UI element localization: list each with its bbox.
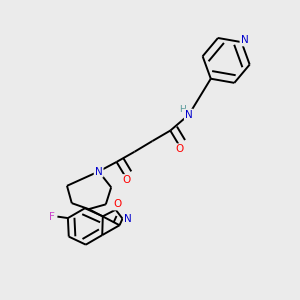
Text: N: N [124,214,132,224]
Text: H: H [179,105,186,114]
Text: O: O [122,175,130,185]
Text: O: O [113,199,121,209]
Text: N: N [241,35,248,45]
Text: N: N [185,110,193,120]
Text: F: F [49,212,54,222]
Text: N: N [95,167,103,176]
Text: O: O [176,144,184,154]
